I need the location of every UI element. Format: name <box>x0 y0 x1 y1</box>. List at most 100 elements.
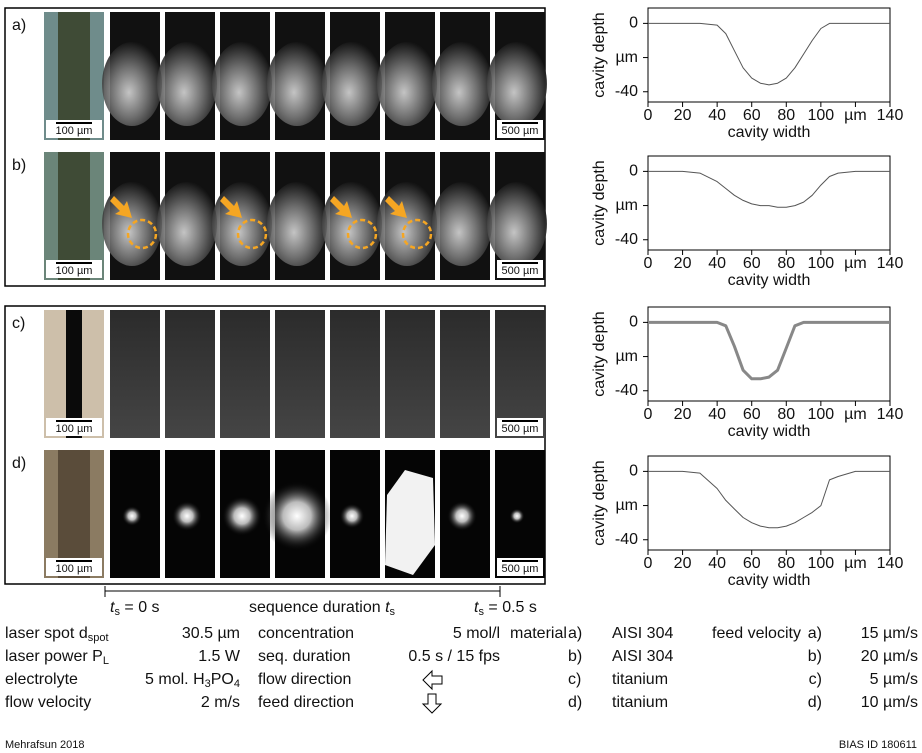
profile-line <box>648 320 890 381</box>
y-axis-label: cavity depth <box>591 12 608 97</box>
param-value-part: 3 <box>205 678 211 690</box>
panel-label: d) <box>12 455 26 472</box>
y-tick-label: µm <box>615 197 638 214</box>
frame-spot <box>122 506 142 526</box>
x-tick-label: µm <box>844 255 867 272</box>
scale-label: 500 µm <box>502 423 539 435</box>
frame-spot <box>509 508 525 524</box>
scale-label: 100 µm <box>56 563 93 575</box>
frame-spot <box>339 503 365 529</box>
param-value: 5 mol/l <box>453 625 500 642</box>
param-label: laser spot dspot <box>5 625 109 644</box>
x-tick-label: 0 <box>644 255 653 272</box>
cavity-arrow <box>110 196 132 218</box>
param-value-part: 5 mol. H <box>145 671 205 688</box>
cavity-marker <box>236 218 268 250</box>
time-label: sequence duration ts <box>249 599 396 618</box>
frame-glow <box>377 182 437 266</box>
y-tick-label: 0 <box>629 163 638 180</box>
plot-frame <box>647 155 891 251</box>
time-start-part: s <box>114 606 120 618</box>
material-value: titanium <box>612 671 668 688</box>
x-tick-label: 20 <box>674 555 692 572</box>
x-tick-label: 100 <box>808 555 835 572</box>
cavity-arrow <box>385 196 407 218</box>
x-tick-label: 140 <box>877 255 904 272</box>
frame-glow <box>212 182 272 266</box>
material-value: titanium <box>612 694 668 711</box>
time-end-part: s <box>478 606 484 618</box>
frame <box>165 310 215 438</box>
x-tick-label: 40 <box>708 107 726 124</box>
panel-label: c) <box>12 315 25 332</box>
frame <box>110 310 160 438</box>
scale-box <box>497 418 543 436</box>
y-axis-label: cavity depth <box>591 460 608 545</box>
frame-glow <box>487 182 547 266</box>
scale-label: 100 µm <box>56 423 93 435</box>
param-label: laser power PL <box>5 648 109 667</box>
param-label: concentration <box>258 625 354 642</box>
param-value: 30.5 µm <box>182 625 240 642</box>
x-axis-label: cavity width <box>728 272 811 289</box>
frame-spot <box>222 496 262 536</box>
y-tick-label: 0 <box>629 314 638 331</box>
frame-glow <box>322 42 382 126</box>
material-key: c) <box>568 671 581 688</box>
material-key: d) <box>568 694 582 711</box>
material-value: AISI 304 <box>612 648 673 665</box>
scale-box <box>497 260 543 278</box>
frame <box>385 310 435 438</box>
panel-label: b) <box>12 157 26 174</box>
x-tick-label: 40 <box>708 406 726 423</box>
micrograph-track <box>66 310 82 438</box>
footer-right: BIAS ID 180611 <box>839 739 917 751</box>
scale-label: 500 µm <box>502 265 539 277</box>
micrograph-track <box>58 152 90 280</box>
param-label: feed direction <box>258 694 354 711</box>
frame <box>330 310 380 438</box>
frame-glow <box>157 42 217 126</box>
material-value: AISI 304 <box>612 625 673 642</box>
profile-line <box>648 170 890 208</box>
micrograph-track <box>58 12 90 140</box>
x-axis-label: cavity width <box>728 572 811 589</box>
y-tick-label: 0 <box>629 463 638 480</box>
x-tick-label: 60 <box>743 406 761 423</box>
x-tick-label: 140 <box>877 555 904 572</box>
x-axis-label: cavity width <box>728 124 811 141</box>
param-label: electrolyte <box>5 671 78 688</box>
scale-box <box>46 260 102 278</box>
material-key: a) <box>568 625 582 642</box>
frame-glow <box>102 182 162 266</box>
panel-box <box>4 305 546 585</box>
frame <box>440 310 490 438</box>
x-tick-label: 140 <box>877 107 904 124</box>
y-tick-label: -40 <box>615 531 638 548</box>
frame-glow <box>377 42 437 126</box>
x-tick-label: 20 <box>674 255 692 272</box>
x-tick-label: 20 <box>674 406 692 423</box>
frame-glow <box>157 182 217 266</box>
feed-key: c) <box>809 671 822 688</box>
time-label-part: sequence duration <box>249 599 385 616</box>
frame-glow <box>267 182 327 266</box>
frame-glow <box>487 42 547 126</box>
param-value-part: 4 <box>234 678 240 690</box>
feed-key: b) <box>808 648 822 665</box>
x-tick-label: 100 <box>808 406 835 423</box>
panel-box <box>4 7 546 287</box>
scale-label: 500 µm <box>502 563 539 575</box>
y-tick-label: -40 <box>615 231 638 248</box>
x-tick-label: µm <box>844 406 867 423</box>
time-end-part: t <box>474 599 479 616</box>
time-end-part: = 0.5 s <box>484 599 537 616</box>
panel-label: a) <box>12 17 26 34</box>
param-label: flow direction <box>258 671 351 688</box>
plot-frame <box>647 455 891 551</box>
scale-box <box>497 558 543 576</box>
feed-value: 20 µm/s <box>861 648 918 665</box>
feed-value: 10 µm/s <box>861 694 918 711</box>
x-tick-label: µm <box>844 555 867 572</box>
